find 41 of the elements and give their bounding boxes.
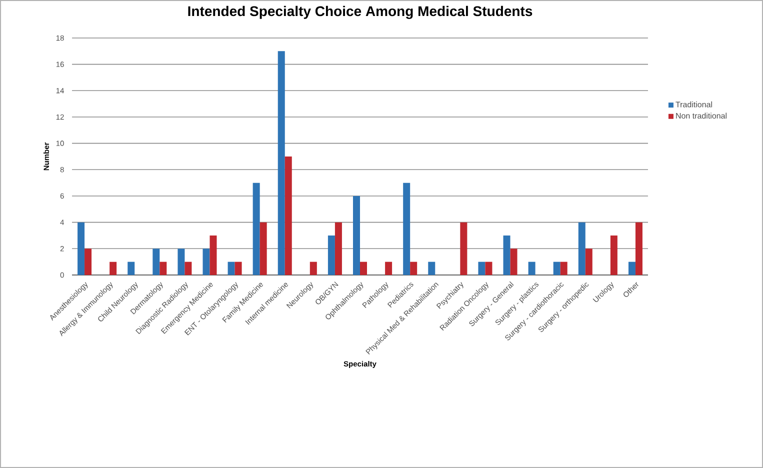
bar xyxy=(210,235,217,275)
bar xyxy=(152,248,160,275)
bar xyxy=(485,262,492,275)
bar xyxy=(428,262,436,275)
bar xyxy=(360,262,368,275)
bar xyxy=(410,262,418,275)
bar xyxy=(178,248,185,275)
bar xyxy=(334,222,342,275)
bar xyxy=(202,248,210,275)
bar xyxy=(610,235,618,275)
bar xyxy=(84,248,92,275)
bar xyxy=(78,222,85,275)
bar xyxy=(635,222,642,275)
bar xyxy=(478,262,486,275)
legend-label: Non traditional xyxy=(676,112,727,119)
bar xyxy=(228,262,235,275)
bar xyxy=(385,262,392,275)
bar xyxy=(310,262,317,275)
bar xyxy=(403,182,410,275)
bar xyxy=(560,262,568,275)
bar xyxy=(128,262,135,275)
bar xyxy=(585,248,592,275)
bar xyxy=(553,262,560,275)
bar xyxy=(252,182,260,275)
bar xyxy=(260,222,267,275)
chart-title: Intended Specialty Choice Among Medical Students xyxy=(188,6,532,19)
bar xyxy=(160,262,167,275)
bar xyxy=(184,262,192,275)
bar xyxy=(278,51,285,275)
bar xyxy=(328,235,335,275)
bar xyxy=(628,262,636,275)
bar xyxy=(284,156,292,275)
bar xyxy=(510,248,518,275)
bar xyxy=(503,235,510,275)
bar xyxy=(528,262,536,275)
bar xyxy=(234,262,242,275)
bar xyxy=(110,262,117,275)
bar xyxy=(578,222,586,275)
legend-label: Traditional xyxy=(676,101,712,108)
bar xyxy=(460,222,468,275)
bar xyxy=(353,196,360,275)
